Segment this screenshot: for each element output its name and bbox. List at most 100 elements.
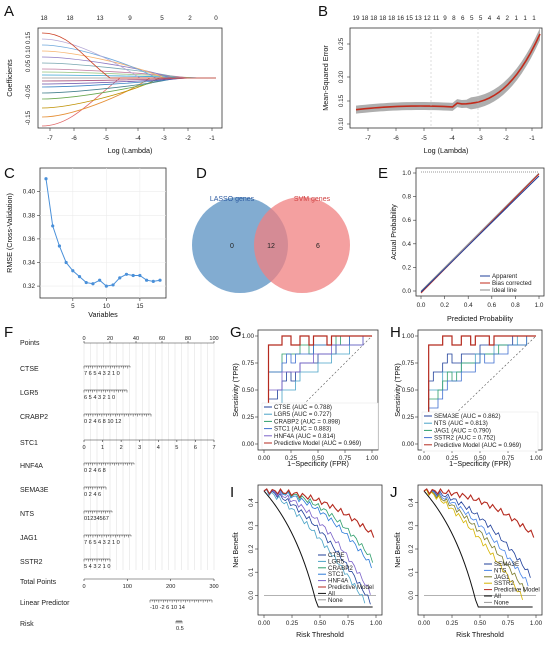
panel-letter-e: E bbox=[378, 165, 388, 182]
panel-h-legend: SEMA3E (AUC = 0.862)NTS (AUC = 0.813)JAG… bbox=[421, 411, 539, 452]
dca-curve-lgr5 bbox=[263, 488, 366, 604]
nomogram-tick-label: 200 bbox=[166, 584, 175, 590]
dca-ytick: 0.1 bbox=[248, 567, 255, 576]
roc-ytick: 1.00 bbox=[242, 333, 255, 340]
panel-a-coef-path bbox=[41, 77, 216, 109]
roc-xtick: 1.00 bbox=[530, 455, 543, 462]
nomogram-tick-label: 7 bbox=[212, 445, 215, 451]
roc-curve-hnf4a bbox=[264, 335, 372, 445]
panel-e-legend: Apparent Bias corrected Ideal line bbox=[480, 273, 532, 294]
nomogram-tick-label: 100 bbox=[209, 336, 218, 342]
panel-c-point bbox=[91, 282, 95, 286]
dca-curve-model bbox=[263, 488, 375, 538]
panel-b-ylabel: Mean-Squared Error bbox=[321, 45, 330, 111]
panel-a-xtick: -5 bbox=[103, 135, 109, 142]
roc-legend-entry: CRABP2 (AUC = 0.898) bbox=[274, 418, 340, 425]
panel-c-point bbox=[111, 283, 115, 287]
panel-b-xtick: -6 bbox=[393, 135, 399, 142]
roc-xtick: 0.00 bbox=[418, 455, 431, 462]
roc-curve-sstr2 bbox=[424, 335, 536, 445]
panel-c-xlabel: Variables bbox=[88, 310, 118, 319]
nomogram-label-stc1: STC1 bbox=[20, 440, 38, 447]
roc-ytick: 0.00 bbox=[242, 441, 255, 448]
panel-b-top-tick: 1 bbox=[532, 15, 536, 22]
panel-c-point bbox=[77, 275, 82, 279]
panel-a-coefficient-paths bbox=[41, 32, 216, 127]
panel-i-ticks: 0.00 0.25 0.50 0.75 1.00 0.0 0.1 0.2 0.3 0.4 bbox=[248, 498, 383, 627]
panel-g: G 0.000.00 0.25 0.25 0.50 0.50 0.75 0.75 1.00 1.… bbox=[230, 324, 379, 468]
dca-legend-entry: HNF4A bbox=[328, 578, 349, 585]
panel-b-top-tick: 16 bbox=[397, 15, 405, 22]
panel-c-xtick: 5 bbox=[71, 303, 75, 310]
dca-curve-model bbox=[423, 488, 535, 538]
roc-xtick: 0.25 bbox=[285, 455, 298, 462]
panel-i-dca-curves bbox=[263, 488, 376, 608]
nomogram-grid bbox=[83, 343, 215, 570]
roc-curve-sema3e bbox=[424, 335, 536, 445]
dca-ytick: 0.4 bbox=[408, 498, 415, 507]
panel-a-xtick: -7 bbox=[47, 135, 53, 142]
panel-b-frame bbox=[349, 27, 543, 129]
dca-xtick: 0.75 bbox=[342, 620, 355, 627]
panel-a-coef-path bbox=[41, 77, 216, 82]
dca-ytick: 0.0 bbox=[248, 591, 255, 600]
roc-legend-box bbox=[261, 402, 379, 450]
panel-g-roc-curves bbox=[264, 335, 372, 445]
panel-a-top-tick: 5 bbox=[160, 15, 164, 22]
panel-c-point bbox=[57, 244, 62, 248]
panel-b-top-tick: 18 bbox=[361, 15, 369, 22]
panel-a-coef-path bbox=[41, 77, 216, 118]
panel-e-ytick: 1.0 bbox=[402, 170, 411, 177]
roc-legend-entry: SSTR2 (AUC = 0.752) bbox=[434, 435, 495, 442]
panel-j-ticks: 0.00 0.25 0.50 0.75 1.00 0.0 0.1 0.2 0.3 0.4 bbox=[408, 498, 543, 627]
nomogram-label-linear-predictor: Linear Predictor bbox=[20, 600, 70, 607]
roc-ytick: 0.50 bbox=[402, 387, 415, 394]
roc-xtick: 0.50 bbox=[312, 455, 325, 462]
panel-a-top-ticks: 18 18 13 9 5 2 0 bbox=[40, 15, 218, 22]
panel-e: E 0.0 0.0 0.2 0.2 0.4 0.4 0.6 0.6 0.8 0.8 1.0 1.0 A… bbox=[378, 165, 545, 323]
nomogram-label-sema3e: SEMA3E bbox=[20, 487, 49, 494]
dca-ytick: 0.2 bbox=[408, 544, 415, 553]
panel-c-point bbox=[44, 177, 48, 181]
panel-e-xtick: 0.6 bbox=[487, 302, 496, 309]
panel-c-point bbox=[124, 272, 129, 276]
nomogram-tick-label: 4 bbox=[157, 445, 160, 451]
nomogram-label-points: Points bbox=[20, 340, 40, 347]
nomogram-tick-label: 5 bbox=[175, 445, 178, 451]
panel-b-top-tick: 12 bbox=[424, 15, 432, 22]
panel-b-top-tick: 4 bbox=[488, 15, 492, 22]
panel-b-top-tick: 1 bbox=[523, 15, 527, 22]
panel-a-top-tick: 0 bbox=[214, 15, 218, 22]
panel-letter-a: A bbox=[4, 3, 14, 20]
panel-b-top-tick: 8 bbox=[452, 15, 456, 22]
panel-e-apparent-line bbox=[420, 175, 540, 293]
nomogram-tick-label: 0 2 4 6 bbox=[84, 492, 101, 498]
panel-b: B 19 18 18 18 18 16 15 13 12 11 9 8 6 5 5 4 4 2 1 1 1 -7 -6 -5… bbox=[318, 3, 543, 155]
nomogram-tick-label: 7 6 5 4 3 2 1 0 bbox=[84, 371, 120, 377]
panel-b-xtick: -7 bbox=[365, 135, 371, 142]
dca-legend-entry: All bbox=[494, 593, 501, 600]
roc-xtick: 0.25 bbox=[446, 455, 459, 462]
panel-c-xtick: 15 bbox=[136, 303, 144, 310]
panel-a-ytick-2: -0.05 bbox=[25, 84, 32, 99]
roc-legend-entry: HNF4A (AUC = 0.814) bbox=[274, 433, 335, 440]
panel-b-top-tick: 5 bbox=[470, 15, 474, 22]
dca-all-line bbox=[423, 490, 533, 608]
panel-b-top-tick: 2 bbox=[506, 15, 510, 22]
panel-c-rmse-line bbox=[45, 178, 161, 287]
roc-legend-entry: STC1 (AUC = 0.883) bbox=[274, 426, 331, 433]
nomogram-label-nts: NTS bbox=[20, 511, 34, 518]
roc-xtick: 0.75 bbox=[502, 455, 515, 462]
nomogram-label-risk: Risk bbox=[20, 621, 34, 628]
dca-ytick: 0.4 bbox=[248, 498, 255, 507]
roc-curve-model bbox=[424, 335, 536, 445]
nomogram-tick-label: 100 bbox=[123, 584, 132, 590]
panel-letter-j: J bbox=[390, 484, 398, 501]
dca-curve-nts bbox=[423, 488, 529, 587]
panel-b-top-tick: 19 bbox=[352, 15, 360, 22]
nomogram-tick-label: 0 bbox=[82, 445, 85, 451]
panel-a-top-tick: 18 bbox=[66, 15, 74, 22]
panel-e-xtick: 1.0 bbox=[535, 302, 544, 309]
panel-e-ytick: 0.0 bbox=[402, 288, 411, 295]
panel-c-y-ticks: 0.32 0.34 0.36 0.38 0.40 bbox=[23, 189, 40, 290]
